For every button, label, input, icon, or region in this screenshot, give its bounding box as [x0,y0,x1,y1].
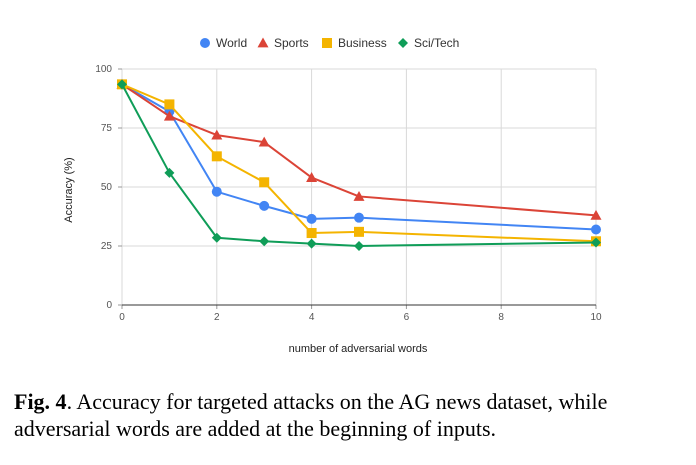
legend-marker-sci-tech [398,38,408,48]
data-point-business-2 [211,151,222,162]
data-point-business-1 [164,99,175,110]
x-axis-ticks: 0 2 4 6 8 10 [119,305,602,323]
y-tick-label-75: 75 [101,123,113,134]
y-tick-label-50: 50 [101,182,113,193]
y-tick-label-100: 100 [95,64,112,75]
x-tick-label-2: 2 [214,312,220,323]
x-tick-label-4: 4 [309,312,315,323]
data-point-sci-tech-5 [354,241,364,251]
legend-label-sports: Sports [274,36,309,50]
legend-item-business: Business [322,36,387,50]
data-point-sci-tech-4 [306,238,317,249]
data-point-sports-1 [163,110,175,121]
legend-marker-world [200,38,210,48]
data-point-sports-2 [211,129,223,140]
data-point-business-5 [354,226,364,237]
data-point-sci-tech-3 [259,236,270,247]
data-point-world-2 [211,186,222,197]
data-point-sci-tech-2 [211,232,222,243]
data-point-sports-4 [306,172,318,182]
chart-gridlines [121,68,597,305]
y-axis-ticks: 0 25 50 75 100 [95,64,122,311]
y-axis-title: Accuracy (%) [63,157,75,222]
data-point-sports-3 [258,136,270,147]
x-tick-label-8: 8 [498,312,504,323]
caption-text: . Accuracy for targeted attacks on the A… [14,389,608,441]
legend-marker-business [322,38,332,48]
legend-label-business: Business [338,36,387,50]
data-point-world-10 [591,224,601,235]
series-sci-tech [117,79,601,251]
series-world [117,79,601,235]
figure-caption: Fig. 4. Accuracy for targeted attacks on… [14,388,684,442]
chart-series [116,78,602,251]
caption-label: Fig. 4 [14,389,67,414]
data-point-business-3 [259,177,270,188]
data-point-world-5 [354,212,364,223]
chart-legend: World Sports Business Sci/Tech [200,36,459,50]
x-tick-label-10: 10 [590,312,602,323]
data-point-sci-tech-1 [164,167,175,178]
legend-item-sports: Sports [257,36,309,50]
data-point-sports-5 [353,190,365,201]
x-tick-label-6: 6 [404,312,410,323]
data-point-sci-tech-10 [591,237,601,248]
y-tick-label-0: 0 [106,300,112,311]
legend-item-world: World [200,36,247,50]
data-point-business-4 [306,228,317,239]
y-tick-label-25: 25 [101,241,113,252]
data-point-world-4 [306,213,317,224]
data-point-sports-10 [590,209,602,220]
legend-label-world: World [216,36,247,50]
legend-label-sci-tech: Sci/Tech [414,36,459,50]
data-point-world-3 [259,200,270,211]
x-tick-label-0: 0 [119,312,125,323]
legend-item-sci-tech: Sci/Tech [398,36,459,50]
data-point-sci-tech-0 [117,79,127,90]
x-axis-title: number of adversarial words [289,343,428,355]
legend-marker-sports [257,37,269,48]
series-line-world [121,83,597,231]
